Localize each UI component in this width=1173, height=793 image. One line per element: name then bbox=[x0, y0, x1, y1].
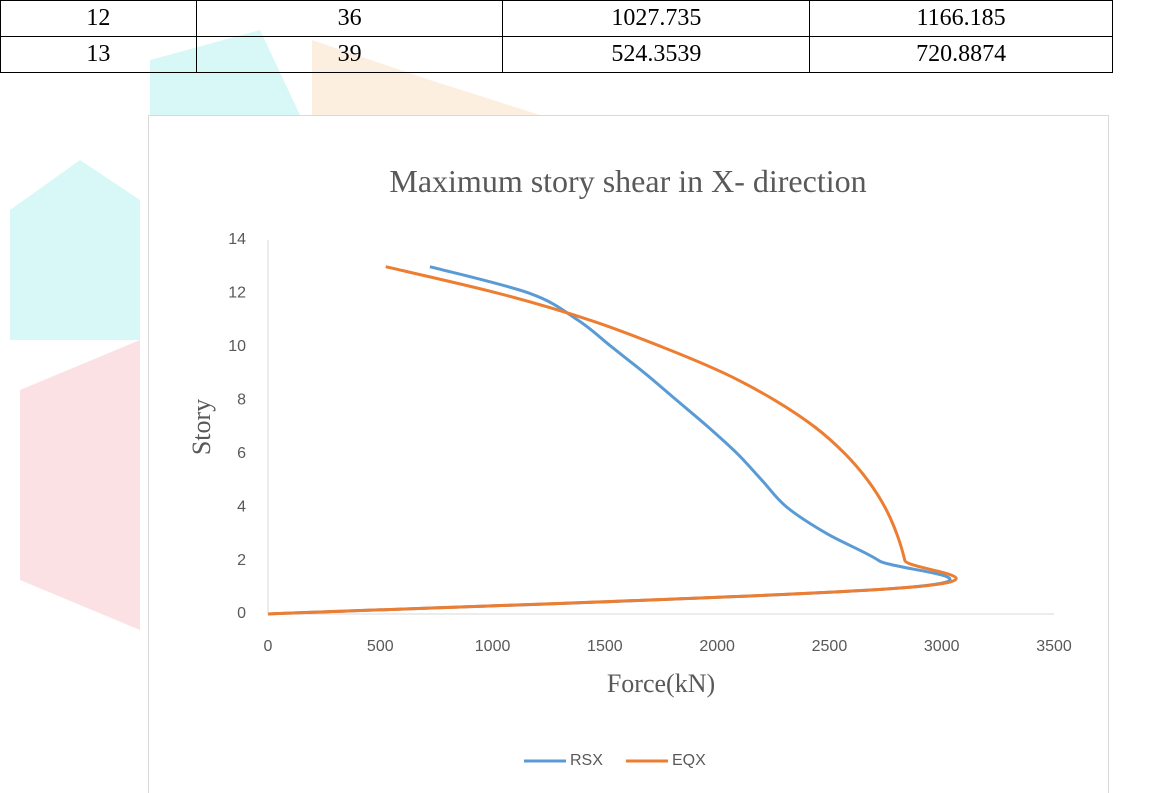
x-tick-label: 2000 bbox=[699, 638, 735, 655]
y-tick-label: 12 bbox=[228, 285, 246, 302]
chart: Maximum story shear in X- direction Forc… bbox=[0, 0, 1173, 793]
y-tick-label: 8 bbox=[237, 392, 246, 409]
chart-title: Maximum story shear in X- direction bbox=[389, 163, 866, 199]
y-tick-label: 10 bbox=[228, 338, 246, 355]
line-series bbox=[268, 267, 950, 614]
page: 12 36 1027.735 1166.185 13 39 524.3539 7… bbox=[0, 0, 1173, 793]
legend-label: EQX bbox=[672, 752, 706, 769]
x-tick-label: 1000 bbox=[475, 638, 511, 655]
x-tick-label: 3500 bbox=[1036, 638, 1072, 655]
y-tick-label: 6 bbox=[237, 445, 246, 462]
y-tick-label: 0 bbox=[237, 605, 246, 622]
x-tick-label: 500 bbox=[367, 638, 394, 655]
x-tick-label: 3000 bbox=[924, 638, 960, 655]
y-tick-label: 2 bbox=[237, 552, 246, 569]
legend-label: RSX bbox=[570, 752, 603, 769]
x-tick-label: 2500 bbox=[812, 638, 848, 655]
x-tick-label: 0 bbox=[264, 638, 273, 655]
x-axis-label: Force(kN) bbox=[607, 669, 715, 698]
y-axis-label: Story bbox=[187, 399, 216, 455]
y-tick-label: 14 bbox=[228, 231, 246, 248]
y-tick-label: 4 bbox=[237, 498, 246, 515]
x-tick-label: 1500 bbox=[587, 638, 623, 655]
line-series bbox=[268, 267, 956, 614]
